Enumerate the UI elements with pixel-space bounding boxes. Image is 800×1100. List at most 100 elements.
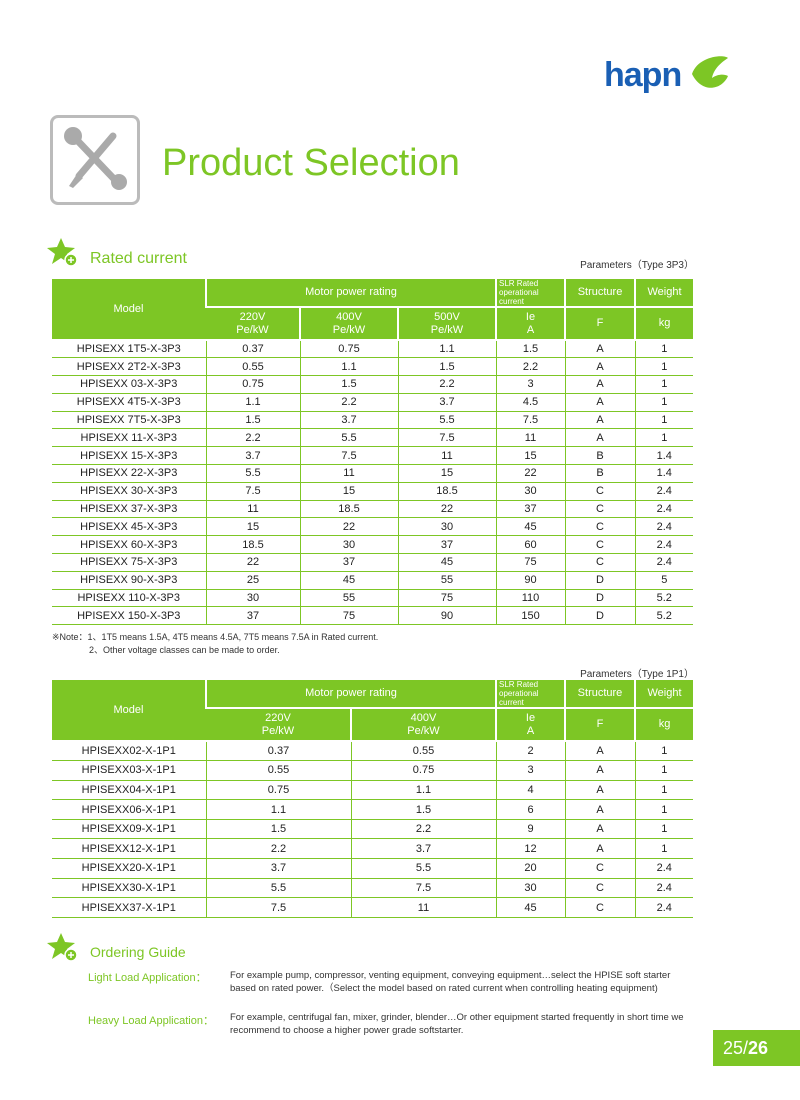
value-cell: 22: [205, 553, 300, 572]
header-400v: 400V Pe/kW: [350, 708, 496, 742]
value-cell: 1.5: [205, 819, 351, 840]
value-cell: 15: [397, 464, 497, 483]
table-row: HPISEXX 1T5-X-3P3 0.37 0.75 1.1 1.5 A 1: [52, 340, 694, 359]
value-cell: D: [564, 589, 636, 608]
table-row: HPISEXX06-X-1P1 1.1 1.5 6 A 1: [52, 799, 693, 820]
value-cell: 7.5: [495, 411, 566, 430]
model-cell: HPISEXX 22-X-3P3: [52, 464, 206, 483]
light-load-label: Light Load Application：: [88, 972, 207, 984]
value-cell: 0.55: [350, 741, 496, 762]
value-cell: 11: [495, 428, 566, 448]
value-cell: 25: [205, 571, 300, 590]
table-row: HPISEXX 15-X-3P3 3.7 7.5 11 15 B 1.4: [52, 446, 694, 466]
value-cell: 45: [397, 553, 497, 572]
value-cell: 11: [397, 446, 497, 466]
value-cell: 0.75: [350, 760, 496, 781]
table-row: HPISEXX37-X-1P1 7.5 11 45 C 2.4: [52, 897, 693, 918]
value-cell: 45: [495, 517, 566, 537]
value-cell: 3: [495, 760, 565, 781]
value-cell: 18.5: [205, 535, 300, 555]
value-cell: 2: [495, 741, 565, 762]
page-number: 25/26: [713, 1030, 800, 1066]
model-cell: HPISEXX02-X-1P1: [52, 741, 206, 762]
value-cell: 2.4: [634, 553, 694, 572]
value-cell: 0.75: [205, 375, 300, 394]
value-cell: 1.4: [634, 446, 694, 466]
value-cell: D: [564, 606, 636, 626]
model-cell: HPISEXX 11-X-3P3: [52, 428, 206, 448]
heavy-load-text: For example, centrifugal fan, mixer, gri…: [230, 1012, 684, 1036]
value-cell: 1.1: [205, 799, 351, 820]
value-cell: 1.1: [397, 340, 497, 359]
value-cell: 1.4: [634, 464, 694, 483]
model-cell: HPISEXX 30-X-3P3: [52, 482, 206, 501]
model-cell: HPISEXX09-X-1P1: [52, 819, 206, 840]
value-cell: 30: [299, 535, 398, 555]
model-cell: HPISEXX12-X-1P1: [52, 838, 206, 860]
table-row: HPISEXX 03-X-3P3 0.75 1.5 2.2 3 A 1: [52, 375, 694, 394]
value-cell: 0.55: [205, 357, 300, 377]
table-row: HPISEXX 30-X-3P3 7.5 15 18.5 30 C 2.4: [52, 482, 694, 501]
value-cell: 30: [205, 589, 300, 608]
header-kg: kg: [634, 307, 694, 341]
table-row: HPISEXX 37-X-3P3 11 18.5 22 37 C 2.4: [52, 500, 694, 519]
value-cell: 7.5: [350, 878, 496, 899]
single-phase-table: Model Motor power rating SLR Rated operati…: [52, 680, 693, 918]
model-cell: HPISEXX04-X-1P1: [52, 780, 206, 801]
value-cell: 1: [634, 428, 694, 448]
table-row: HPISEXX 150-X-3P3 37 75 90 150 D 5.2: [52, 606, 694, 626]
value-cell: 90: [397, 606, 497, 626]
value-cell: 1: [634, 375, 694, 394]
value-cell: 75: [299, 606, 398, 626]
value-cell: 55: [299, 589, 398, 608]
value-cell: 30: [495, 878, 565, 899]
value-cell: 5: [634, 571, 694, 590]
header-weight: Weight: [634, 279, 694, 308]
table-row: HPISEXX12-X-1P1 2.2 3.7 12 A 1: [52, 838, 693, 860]
star-plus-icon: [47, 238, 78, 267]
value-cell: 20: [495, 858, 565, 879]
value-cell: A: [564, 819, 635, 840]
model-cell: HPISEXX20-X-1P1: [52, 858, 206, 879]
model-cell: HPISEXX 1T5-X-3P3: [52, 340, 206, 359]
note-line-2: 2、Other voltage classes can be made to o…: [89, 645, 280, 655]
value-cell: 3.7: [205, 446, 300, 466]
value-cell: 1: [634, 741, 693, 762]
model-cell: HPISEXX 110-X-3P3: [52, 589, 206, 608]
table-row: HPISEXX 4T5-X-3P3 1.1 2.2 3.7 4.5 A 1: [52, 393, 694, 412]
value-cell: 4: [495, 780, 565, 801]
header-model: Model: [52, 279, 206, 341]
header-ie: Ie A: [495, 307, 566, 341]
value-cell: 1.5: [350, 799, 496, 820]
value-cell: 15: [205, 517, 300, 537]
params-1p1: Parameters（Type 1P1）: [580, 669, 694, 680]
value-cell: 5.2: [634, 606, 694, 626]
value-cell: C: [564, 878, 635, 899]
table-row: HPISEXX 11-X-3P3 2.2 5.5 7.5 11 A 1: [52, 428, 694, 448]
value-cell: 45: [299, 571, 398, 590]
value-cell: 1.5: [495, 340, 566, 359]
value-cell: 15: [299, 482, 398, 501]
model-cell: HPISEXX 150-X-3P3: [52, 606, 206, 626]
header-400v: 400V Pe/kW: [299, 307, 398, 341]
value-cell: D: [564, 571, 636, 590]
model-cell: HPISEXX37-X-1P1: [52, 897, 206, 918]
table-row: HPISEXX02-X-1P1 0.37 0.55 2 A 1: [52, 741, 693, 762]
table-row: HPISEXX 110-X-3P3 30 55 75 110 D 5.2: [52, 589, 694, 608]
value-cell: 5.2: [634, 589, 694, 608]
value-cell: 11: [205, 500, 300, 519]
value-cell: 1.5: [397, 357, 497, 377]
value-cell: 22: [397, 500, 497, 519]
value-cell: 0.75: [299, 340, 398, 359]
value-cell: C: [564, 517, 636, 537]
value-cell: A: [564, 411, 636, 430]
light-load-text: For example pump, compressor, venting eq…: [230, 970, 671, 994]
value-cell: C: [564, 500, 636, 519]
value-cell: 2.4: [634, 897, 693, 918]
value-cell: 5.5: [205, 878, 351, 899]
value-cell: 2.2: [299, 393, 398, 412]
value-cell: 1: [634, 799, 693, 820]
header-model: Model: [52, 680, 206, 742]
value-cell: 7.5: [205, 482, 300, 501]
